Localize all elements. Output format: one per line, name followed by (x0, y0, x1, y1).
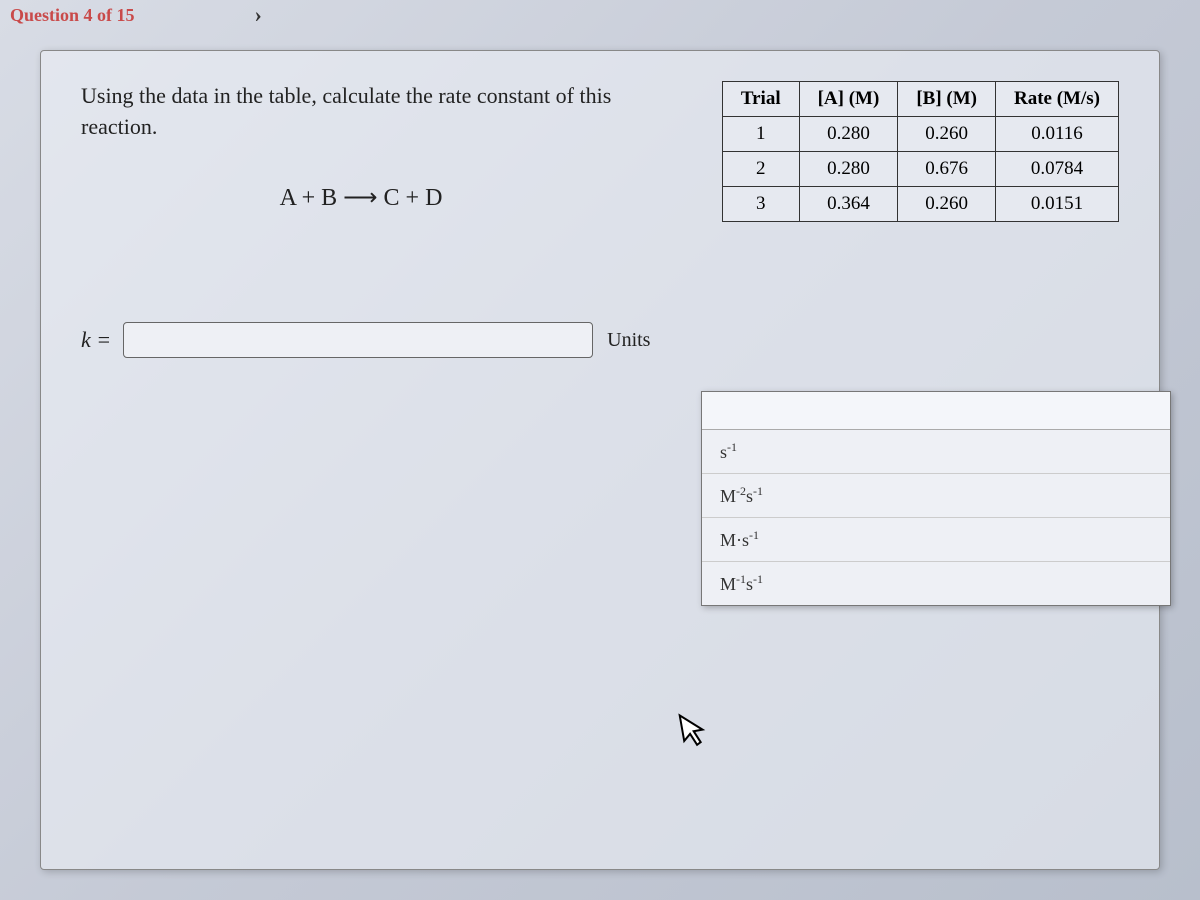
units-option[interactable]: M·s-1 (702, 518, 1170, 562)
units-option[interactable]: M-2s-1 (702, 474, 1170, 518)
nav-bar: Question 4 of 15 › (0, 0, 1200, 30)
table-row: 3 0.364 0.260 0.0151 (722, 187, 1118, 222)
prompt-block: Using the data in the table, calculate t… (81, 81, 641, 212)
cell: 0.280 (799, 117, 898, 152)
units-selected-slot[interactable] (702, 392, 1170, 430)
cell: 0.0151 (996, 187, 1119, 222)
question-progress: Question 4 of 15 (10, 5, 135, 26)
cell: 3 (722, 187, 799, 222)
units-option[interactable]: M-1s-1 (702, 562, 1170, 605)
table-row: 1 0.280 0.260 0.0116 (722, 117, 1118, 152)
question-card: Using the data in the table, calculate t… (40, 50, 1160, 870)
cursor-icon (677, 709, 712, 757)
cell: 0.260 (898, 117, 996, 152)
cell: 0.260 (898, 187, 996, 222)
units-label: Units (607, 329, 650, 352)
units-dropdown[interactable]: s-1 M-2s-1 M·s-1 M-1s-1 (701, 391, 1171, 606)
cell: 0.280 (799, 152, 898, 187)
reaction-equation: A + B ⟶ C + D (81, 183, 641, 212)
cell: 0.0116 (996, 117, 1119, 152)
cell: 2 (722, 152, 799, 187)
answer-row: k = Units (81, 322, 1119, 358)
next-arrow-icon[interactable]: › (255, 2, 262, 28)
cell: 0.0784 (996, 152, 1119, 187)
top-row: Using the data in the table, calculate t… (81, 81, 1119, 222)
data-table: Trial [A] (M) [B] (M) Rate (M/s) 1 0.280… (722, 81, 1119, 222)
col-rate: Rate (M/s) (996, 82, 1119, 117)
table-row: 2 0.280 0.676 0.0784 (722, 152, 1118, 187)
cell: 0.364 (799, 187, 898, 222)
prompt-text: Using the data in the table, calculate t… (81, 81, 641, 143)
k-label: k = (81, 327, 111, 353)
col-trial: Trial (722, 82, 799, 117)
table-header-row: Trial [A] (M) [B] (M) Rate (M/s) (722, 82, 1118, 117)
cell: 1 (722, 117, 799, 152)
k-value-input[interactable] (123, 322, 593, 358)
cell: 0.676 (898, 152, 996, 187)
col-b: [B] (M) (898, 82, 996, 117)
col-a: [A] (M) (799, 82, 898, 117)
units-option[interactable]: s-1 (702, 430, 1170, 474)
